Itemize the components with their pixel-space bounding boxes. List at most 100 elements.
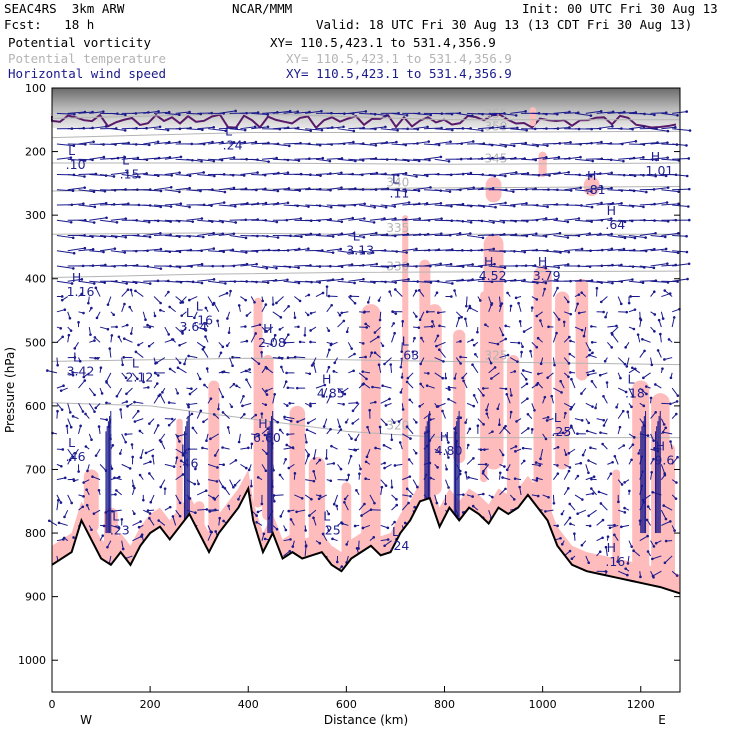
wind-arrow-head <box>620 263 623 267</box>
wind-arrow-head <box>91 475 94 478</box>
wind-arrow-head <box>250 442 254 446</box>
wind-arrow-head <box>605 381 609 384</box>
y-tick-label: 800 <box>25 527 46 540</box>
wind-arrow <box>661 250 679 254</box>
wind-arrow-head <box>147 143 151 147</box>
wind-arrow <box>499 171 517 175</box>
wind-arrow <box>661 264 676 267</box>
wind-arrow <box>359 204 375 208</box>
wind-arrow-head <box>409 437 412 440</box>
wind-arrow-head <box>293 316 297 319</box>
wind-arrow-head <box>557 155 561 159</box>
extremum-marker: L <box>112 508 119 523</box>
wind-arrow-head <box>343 497 347 501</box>
wind-arrow <box>121 289 129 297</box>
wind-arrow-head <box>576 432 579 435</box>
wind-arrow-head <box>295 386 299 390</box>
wind-arrow <box>369 173 386 175</box>
wind-arrow-head <box>613 533 616 537</box>
wind-arrow <box>56 112 75 115</box>
wind-arrow-head <box>303 333 307 337</box>
wind-arrow <box>154 173 172 176</box>
wind-arrow-head <box>241 404 244 408</box>
wind-arrow-head <box>654 231 657 235</box>
wind-arrow <box>323 418 328 427</box>
wind-arrow <box>100 173 115 177</box>
wind-arrow <box>358 503 365 511</box>
wind-arrow-head <box>663 561 667 565</box>
wind-arrow <box>153 186 172 191</box>
wind-arrow-head <box>201 446 204 450</box>
wind-arrow <box>588 460 597 465</box>
extremum-marker: L <box>122 152 129 167</box>
wind-arrow-head <box>604 545 608 549</box>
wind-arrow <box>337 280 355 284</box>
wind-arrow-head <box>382 443 386 447</box>
wind-arrow <box>663 431 673 435</box>
wind-arrow <box>468 476 478 481</box>
wind-arrow <box>337 128 354 132</box>
wind-arrow-head <box>405 425 409 429</box>
wind-arrow-head <box>667 338 671 341</box>
wind-arrow-head <box>244 369 248 373</box>
wind-arrow-head <box>83 379 87 382</box>
wind-arrow <box>207 202 225 206</box>
wind-arrow-head <box>566 220 570 224</box>
wind-arrow-head <box>371 385 374 389</box>
wind-arrow <box>218 110 236 114</box>
wind-arrow-head <box>234 109 237 113</box>
wind-arrow-head <box>68 458 72 462</box>
wind-arrow-head <box>188 186 191 190</box>
wind-arrow-head <box>438 324 441 328</box>
wind-arrow-head <box>221 140 224 144</box>
wind-arrow-head <box>394 312 398 315</box>
wind-arrow <box>337 320 345 328</box>
extremum-value: .46 <box>179 456 199 471</box>
wind-arrow <box>563 402 572 408</box>
theta-contour <box>51 130 681 139</box>
wind-arrow-head <box>504 324 507 328</box>
wind-arrow <box>197 508 207 511</box>
wind-arrow-head <box>651 574 655 578</box>
wind-arrow-head <box>204 335 207 338</box>
wind-arrow-head <box>362 382 365 385</box>
wind-arrow-head <box>155 382 159 385</box>
wind-arrow <box>143 126 161 130</box>
wind-arrow <box>380 141 397 145</box>
wind-arrow-head <box>631 395 635 398</box>
wind-arrow <box>413 126 428 130</box>
wind-arrow <box>313 517 317 526</box>
wind-arrow <box>164 172 180 175</box>
wind-arrow-head <box>599 109 603 113</box>
wind-arrow <box>434 141 451 145</box>
wind-arrow-head <box>435 501 439 505</box>
field-pv-name: Potential vorticity <box>8 35 151 50</box>
wind-arrow <box>229 128 246 131</box>
wind-arrow <box>207 158 223 161</box>
wind-arrow <box>218 173 234 176</box>
wind-arrow-head <box>72 144 76 148</box>
wind-arrow-head <box>231 364 234 368</box>
wind-arrow-head <box>253 125 257 129</box>
wind-arrow-head <box>279 515 283 518</box>
wind-arrow-head <box>669 376 673 380</box>
wind-arrow-head <box>373 501 376 505</box>
wind-arrow <box>542 232 561 236</box>
wind-arrow-head <box>464 421 467 424</box>
wind-arrow-head <box>373 400 377 404</box>
wind-arrow-head <box>264 303 268 306</box>
wind-arrow-head <box>685 110 688 113</box>
wind-arrow <box>434 248 453 252</box>
wind-arrow <box>423 202 441 206</box>
wind-arrow-head <box>266 125 270 129</box>
wind-arrow-head <box>212 247 216 250</box>
wind-arrow <box>650 173 667 177</box>
wind-arrow-head <box>529 349 532 353</box>
wind-arrow <box>639 535 648 542</box>
wind-arrow-head <box>221 395 225 399</box>
wind-arrow-head <box>447 397 450 401</box>
wind-arrow-head <box>158 125 162 129</box>
wind-arrow <box>186 280 203 284</box>
wind-arrow <box>106 372 112 382</box>
wind-arrow-head <box>371 251 375 254</box>
